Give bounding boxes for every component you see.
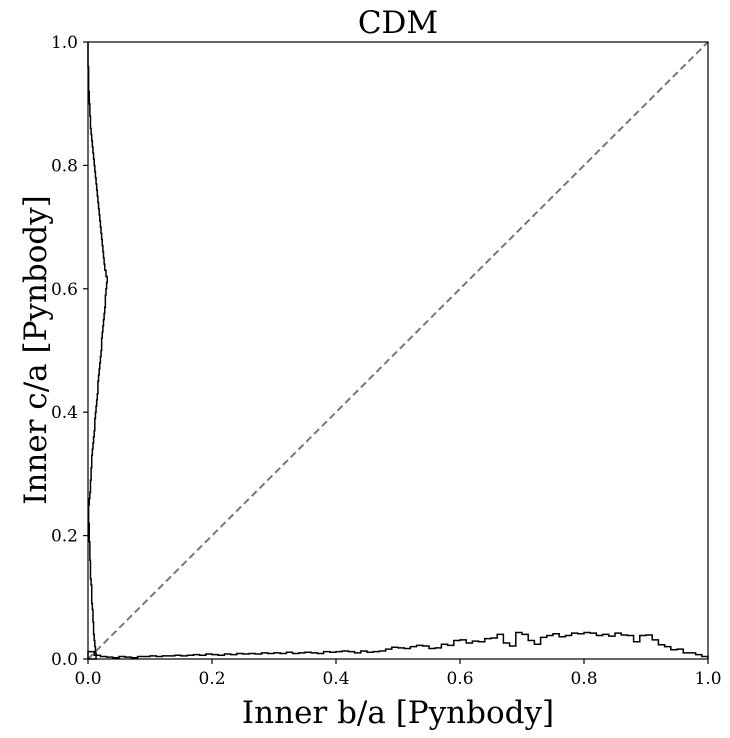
y-tick-label: 1.0 — [51, 33, 78, 53]
diagonal-reference-line — [87, 41, 709, 660]
x-tick-label: 0.2 — [198, 669, 225, 689]
ba-histogram-series — [87, 631, 709, 659]
plot-area — [87, 41, 709, 660]
x-tick-label: 0.8 — [570, 669, 597, 689]
x-tick-label: 0.6 — [446, 669, 473, 689]
y-tick-label: 0.6 — [51, 280, 78, 300]
y-tick-label: 0.2 — [51, 527, 78, 547]
x-tick-label: 0.4 — [322, 669, 349, 689]
y-tick-label: 0.0 — [51, 650, 78, 670]
y-axis-ticks: 0.0 0.2 0.4 0.6 0.8 1.0 — [51, 33, 88, 670]
ca-histogram-series — [87, 42, 108, 660]
y-axis-label: Inner c/a [Pynbody] — [18, 195, 54, 505]
plot-frame — [87, 41, 709, 660]
y-tick-label: 0.8 — [51, 156, 78, 176]
x-tick-label: 1.0 — [694, 669, 721, 689]
chart-title: CDM — [358, 5, 438, 41]
x-axis-label: Inner b/a [Pynbody] — [242, 695, 554, 731]
x-tick-label: 0.0 — [74, 669, 101, 689]
x-axis-ticks: 0.0 0.2 0.4 0.6 0.8 1.0 — [74, 659, 722, 689]
y-tick-label: 0.4 — [51, 403, 78, 423]
